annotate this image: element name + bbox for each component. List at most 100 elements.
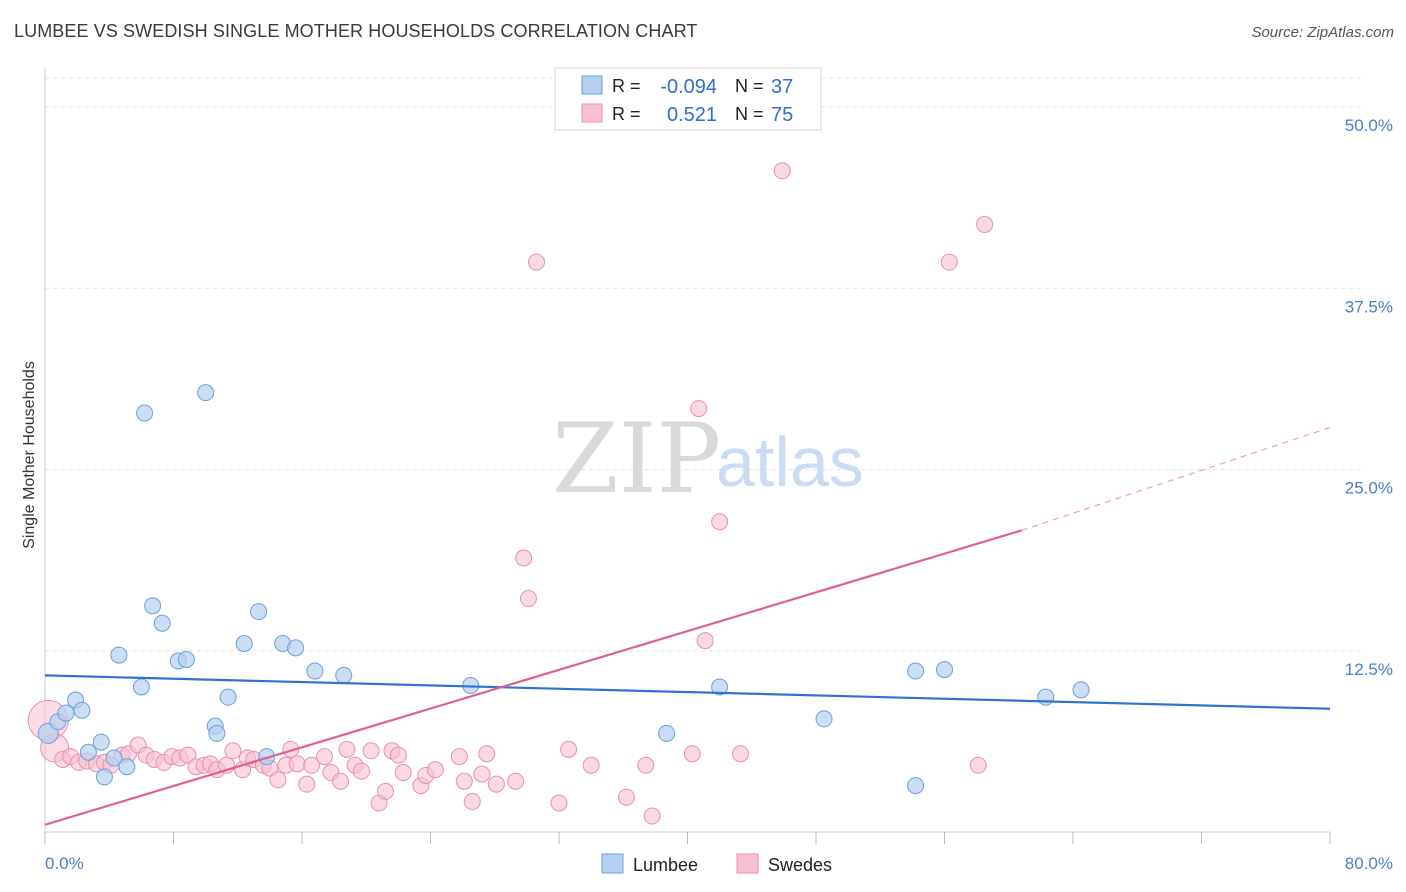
swedes-point xyxy=(528,253,546,271)
lumbee-point xyxy=(136,404,154,422)
swedes-point xyxy=(550,794,568,812)
swedes-point xyxy=(455,772,473,790)
lumbee-point xyxy=(306,662,324,680)
lumbee-point xyxy=(335,666,353,684)
swedes-point xyxy=(940,253,958,271)
lumbee-point xyxy=(132,678,150,696)
bottom-legend-lumbee: Lumbee xyxy=(633,855,698,875)
lumbee-r-value: -0.094 xyxy=(660,76,717,98)
lumbee-point xyxy=(250,603,268,621)
swedes-point xyxy=(303,756,321,774)
lumbee-point xyxy=(936,661,953,679)
lumbee-point xyxy=(219,688,237,706)
watermark-atlas: atlas xyxy=(716,423,864,501)
lumbee-point xyxy=(57,704,75,722)
lumbee-point xyxy=(907,662,925,680)
lumbee-point xyxy=(1072,681,1090,699)
swedes-point xyxy=(179,746,197,764)
swedes-point xyxy=(976,215,994,233)
swedes-point xyxy=(711,513,729,531)
lumbee-point xyxy=(1037,688,1055,706)
swedes-point xyxy=(560,740,578,758)
trend-lines xyxy=(44,426,1331,826)
bottom-legend-swedes-swatch xyxy=(736,853,759,874)
chart-source: Source: ZipAtlas.com xyxy=(1251,24,1394,41)
lumbee-point xyxy=(73,701,91,719)
chart-title: LUMBEE VS SWEDISH SINGLE MOTHER HOUSEHOL… xyxy=(14,21,698,41)
lumbee-point xyxy=(235,635,253,652)
swedes-n-label: N = xyxy=(735,104,764,124)
bottom-legend-lumbee-swatch xyxy=(601,853,624,874)
swedes-trend-extension xyxy=(1021,426,1331,531)
swedes-point xyxy=(298,775,316,793)
lumbee-point xyxy=(110,646,128,664)
swedes-point xyxy=(637,756,655,774)
swedes-point xyxy=(507,772,525,790)
bottom-legend: Lumbee Swedes xyxy=(601,853,832,875)
lumbee-point xyxy=(208,724,226,742)
swedes-point xyxy=(463,793,481,811)
y-tick-label: 12.5% xyxy=(1345,660,1393,679)
swedes-point xyxy=(450,748,468,766)
swedes-swatch xyxy=(581,103,603,123)
x-tick-label-max: 80.0% xyxy=(1345,854,1393,873)
swedes-r-label: R = xyxy=(612,104,641,124)
lumbee-point xyxy=(118,758,136,776)
swedes-point xyxy=(690,400,708,418)
swedes-r-value: 0.521 xyxy=(667,104,717,126)
y-tick-label: 37.5% xyxy=(1345,297,1393,316)
swedes-point xyxy=(288,755,306,773)
lumbee-point xyxy=(711,678,729,696)
y-tick-labels: 12.5% 25.0% 37.5% 50.0% xyxy=(1345,116,1393,679)
y-axis-title: Single Mother Households xyxy=(21,361,38,549)
swedes-point xyxy=(487,775,505,793)
x-tick-label-min: 0.0% xyxy=(45,854,84,873)
x-ticks xyxy=(44,832,1331,844)
swedes-point xyxy=(643,807,661,825)
swedes-point xyxy=(473,765,491,783)
swedes-point xyxy=(478,745,496,763)
lumbee-point xyxy=(815,710,833,728)
lumbee-point xyxy=(177,650,195,668)
lumbee-point xyxy=(287,639,305,657)
swedes-point xyxy=(269,771,287,789)
swedes-point xyxy=(377,782,395,800)
swedes-point xyxy=(389,746,407,764)
y-tick-label: 50.0% xyxy=(1345,116,1393,135)
watermark: ZIP atlas xyxy=(552,403,864,515)
swedes-point xyxy=(224,742,242,760)
swedes-point xyxy=(315,748,333,766)
swedes-trend-line xyxy=(44,529,1022,826)
swedes-point xyxy=(332,772,350,790)
y-tick-label: 25.0% xyxy=(1345,479,1393,498)
lumbee-n-label: N = xyxy=(735,76,764,96)
lumbee-point xyxy=(197,384,215,402)
lumbee-point xyxy=(95,768,113,786)
swedes-point xyxy=(362,742,380,760)
bottom-legend-swedes: Swedes xyxy=(768,855,832,875)
lumbee-point xyxy=(92,733,110,751)
lumbee-point xyxy=(144,597,162,615)
swedes-point xyxy=(394,764,412,782)
swedes-point xyxy=(519,590,537,608)
swedes-point xyxy=(426,761,444,779)
swedes-point xyxy=(969,756,987,774)
grid-lines xyxy=(45,77,1365,652)
stats-legend: R = -0.094 N = 37 R = 0.521 N = 75 xyxy=(554,67,822,131)
swedes-point xyxy=(352,762,370,780)
swedes-point xyxy=(773,162,791,180)
lumbee-point xyxy=(79,743,97,761)
lumbee-point xyxy=(153,614,171,632)
lumbee-points xyxy=(37,384,1090,795)
swedes-point xyxy=(338,740,356,758)
swedes-point xyxy=(683,745,701,763)
lumbee-r-label: R = xyxy=(612,76,641,96)
lumbee-point xyxy=(907,777,925,795)
lumbee-point xyxy=(658,724,676,742)
watermark-zip: ZIP xyxy=(552,403,721,515)
swedes-point xyxy=(582,756,600,774)
swedes-n-value: 75 xyxy=(771,104,793,126)
lumbee-n-value: 37 xyxy=(771,76,793,98)
swedes-points xyxy=(27,162,994,825)
